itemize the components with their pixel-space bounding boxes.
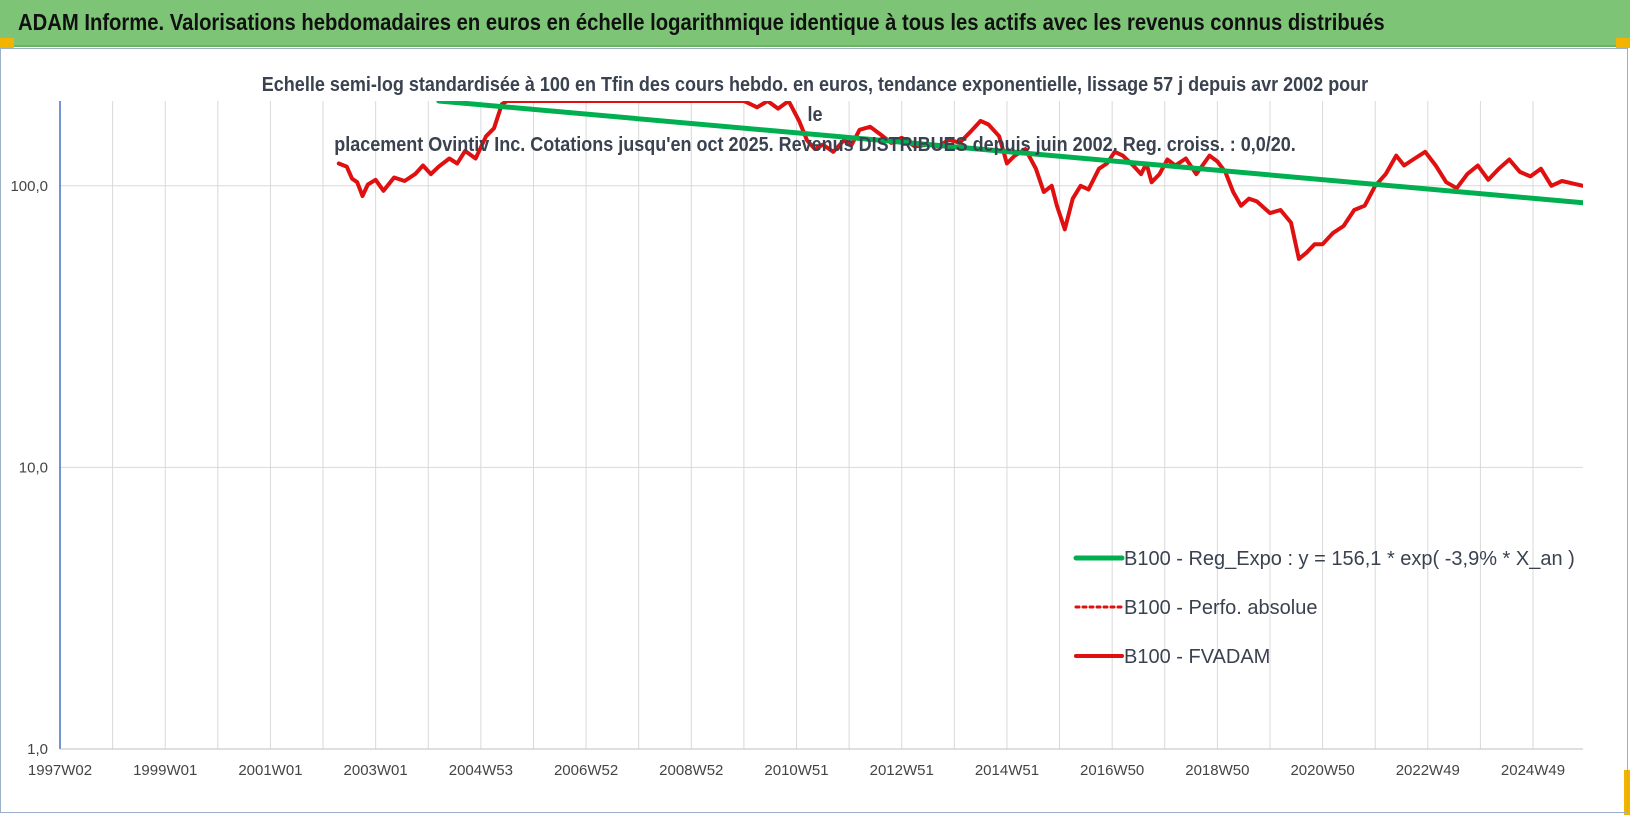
legend-label: B100 - Perfo. absolue: [1124, 597, 1317, 619]
x-tick-label: 2016W50: [1080, 762, 1144, 779]
legend-entry-absolute: B100 - Perfo. absolue: [1074, 597, 1317, 619]
series-layer: [336, 101, 1583, 261]
x-tick-label: 2004W53: [449, 762, 513, 779]
chart-subtitle-line-1: Echelle semi-log standardisée à 100 en T…: [261, 74, 1369, 126]
x-tick-label: 2012W51: [870, 762, 934, 779]
axis-layer: 1997W02 1999W01 2001W01 2003W01 2004W53 2006W…: [10, 101, 1583, 779]
corner-marker-top-left: [0, 38, 14, 48]
trend-line: [436, 101, 1583, 206]
legend-entry-trend: B100 - Reg_Expo : y = 156,1 * exp( -3,9%…: [1073, 548, 1575, 570]
legend-entry-fvadam: B100 - FVADAM: [1074, 646, 1270, 668]
chart-frame: [0, 48, 1628, 813]
legend-label: B100 - Reg_Expo : y = 156,1 * exp( -3,9%…: [1124, 548, 1575, 570]
chart-subtitle-line-2: placement Ovintiv Inc. Cotations jusqu'e…: [334, 134, 1296, 156]
x-tick-label: 2022W49: [1396, 762, 1460, 779]
x-tick-label: 2006W52: [554, 762, 618, 779]
x-tick-label: 2001W01: [238, 762, 302, 779]
x-tick-label: 2014W51: [975, 762, 1039, 779]
legend-label: B100 - FVADAM: [1124, 646, 1270, 668]
report-title: ADAM Informe. Valorisations hebdomadaire…: [18, 9, 1385, 35]
x-tick-label: 1997W02: [28, 762, 92, 779]
x-tick-label: 1999W01: [133, 762, 197, 779]
y-tick-label: 1,0: [27, 741, 48, 758]
chart-subtitle: Echelle semi-log standardisée à 100 en T…: [262, 70, 1369, 160]
y-tick-label: 100,0: [10, 178, 48, 195]
fvadam-line: [336, 101, 1583, 261]
x-tick-label: 2020W50: [1290, 762, 1354, 779]
grid-layer: [59, 101, 1583, 750]
corner-marker-top-right: [1616, 38, 1630, 48]
x-tick-label: 2010W51: [764, 762, 828, 779]
x-tick-label: 2018W50: [1185, 762, 1249, 779]
x-tick-label: 2008W52: [659, 762, 723, 779]
y-tick-label: 10,0: [19, 459, 48, 476]
report-header: ADAM Informe. Valorisations hebdomadaire…: [0, 0, 1630, 47]
legend: B100 - Reg_Expo : y = 156,1 * exp( -3,9%…: [1073, 548, 1575, 668]
x-tick-label: 2024W49: [1501, 762, 1565, 779]
x-tick-label: 2003W01: [344, 762, 408, 779]
